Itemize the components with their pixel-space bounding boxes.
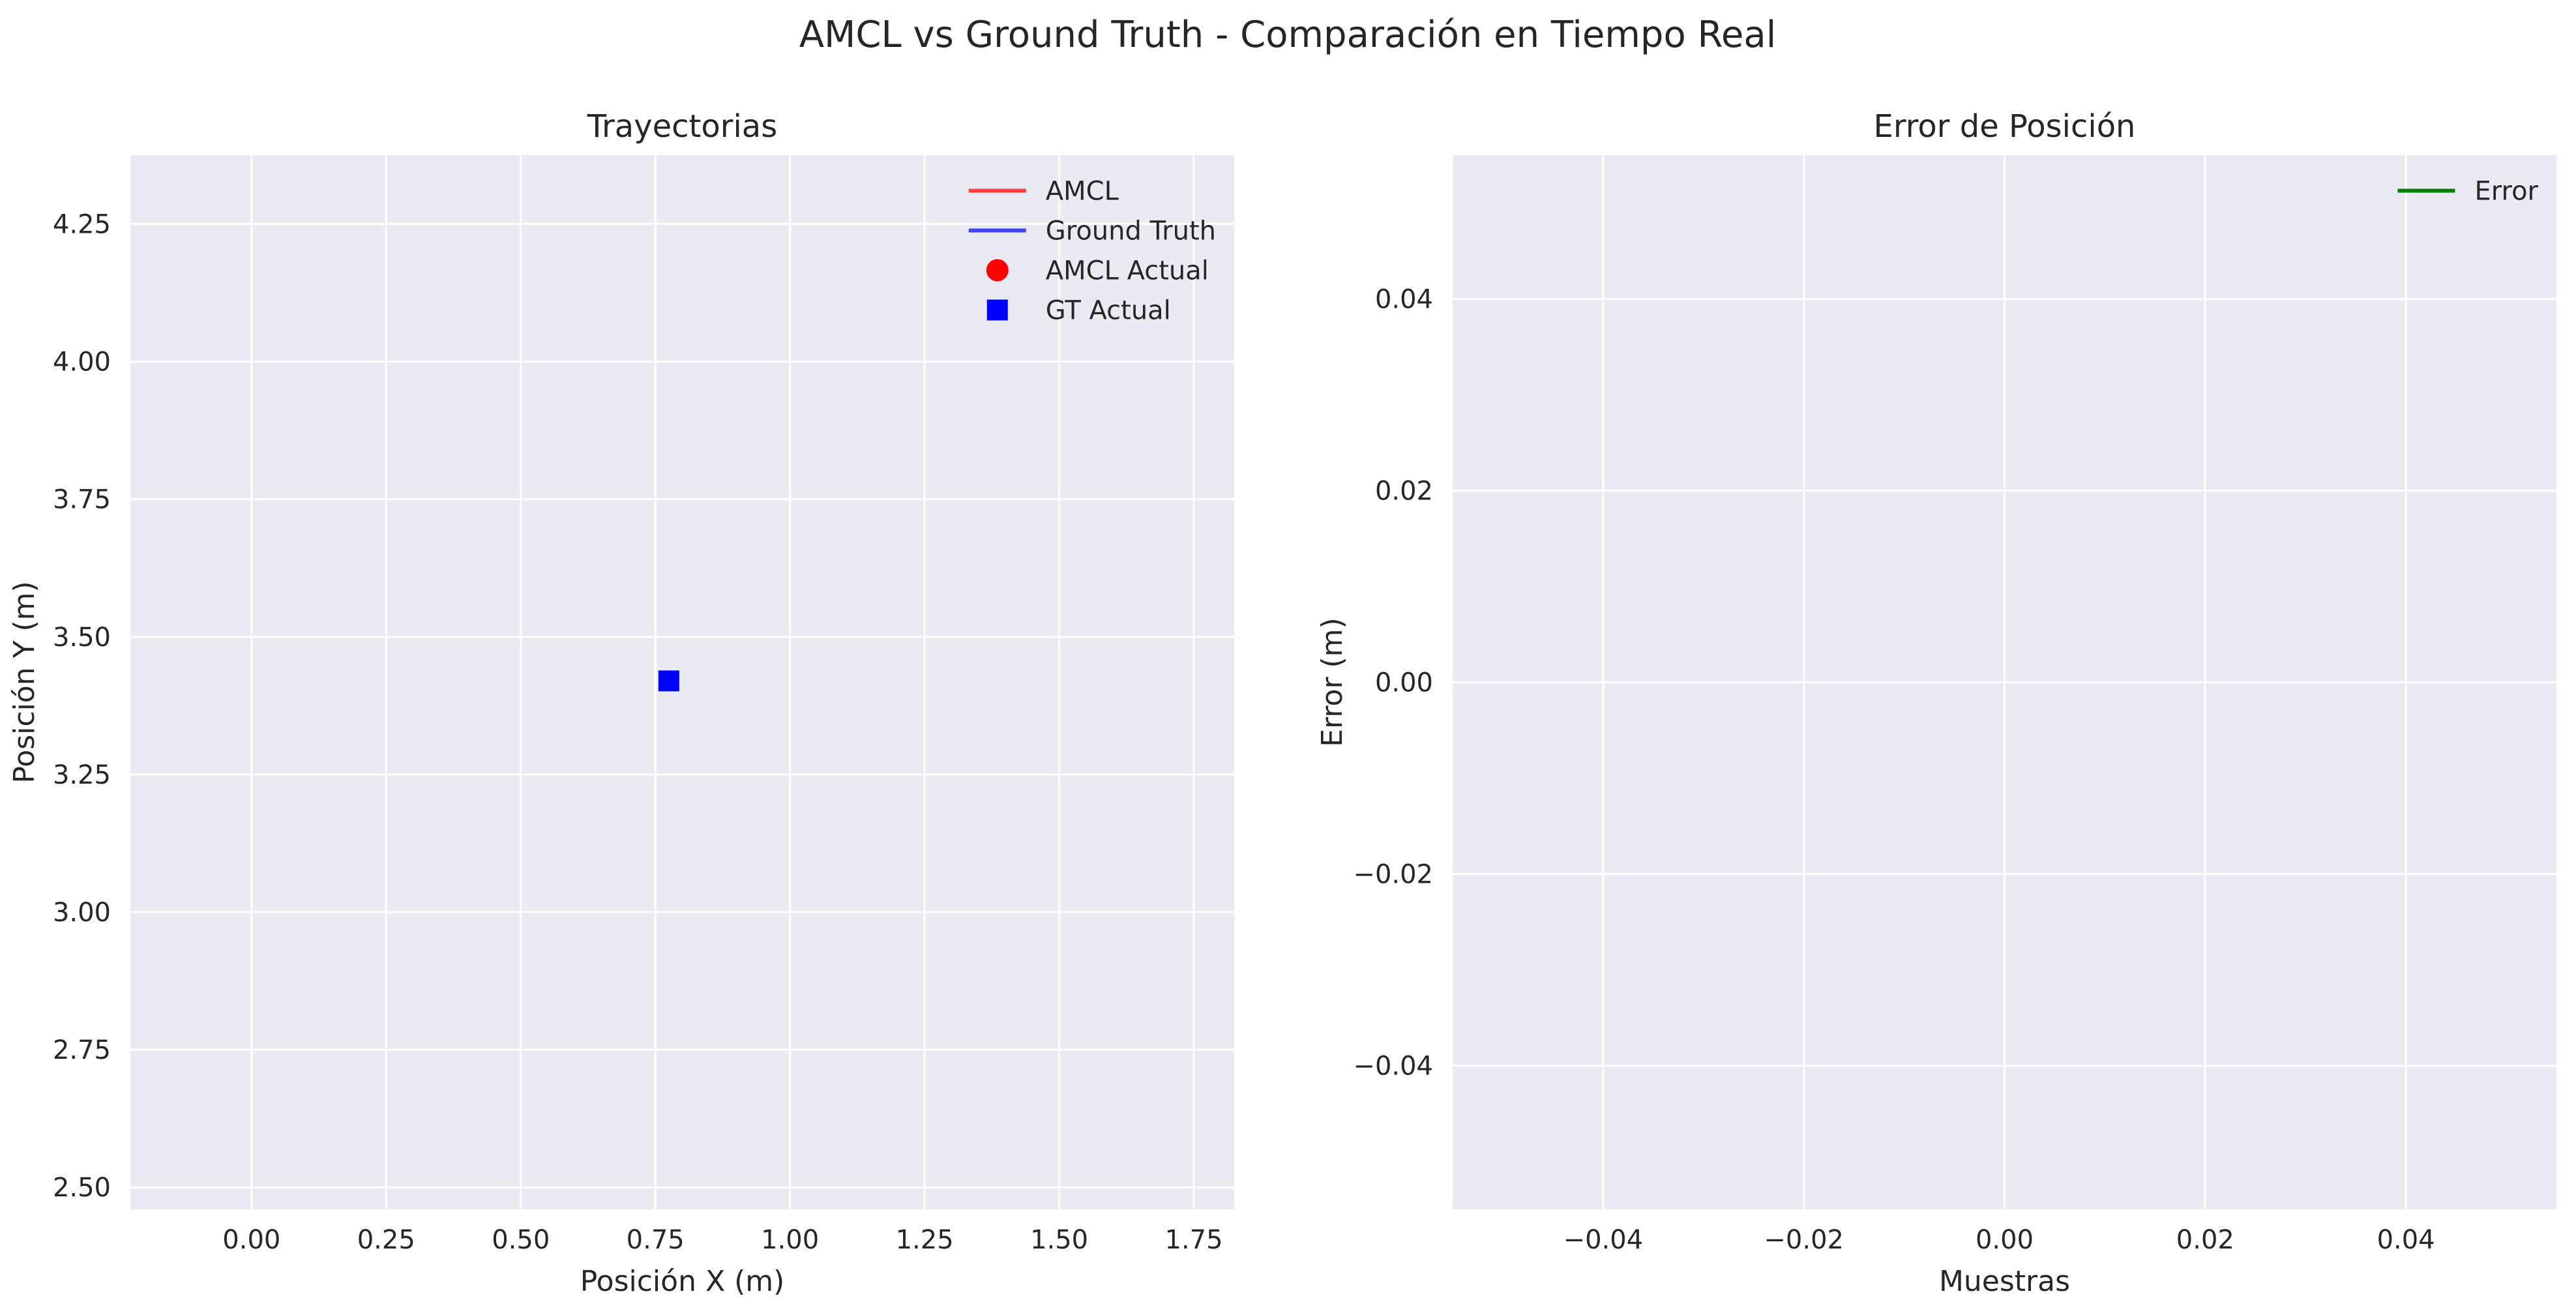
legend-label: GT Actual [1046, 296, 1171, 326]
legend-label: AMCL [1046, 177, 1119, 207]
y-tick-label: 2.75 [53, 1035, 111, 1065]
legend-label: Error [2475, 177, 2539, 207]
legend-label: Ground Truth [1046, 216, 1216, 246]
legend-handle-square [986, 299, 1008, 321]
trajectories-plot: 0.00 0.25 0.50 0.75 1.00 1.25 1.50 1.75 2.50 2.75… [8, 108, 1234, 1298]
x-axis-label: Posición X (m) [580, 1265, 785, 1298]
x-tick-label: 0.00 [1976, 1225, 2034, 1255]
y-tick-label: 3.50 [53, 623, 111, 653]
y-tick-label: 0.02 [1375, 477, 1433, 507]
x-tick-label: −0.04 [1563, 1225, 1644, 1255]
x-tick-label: 0.04 [2377, 1225, 2435, 1255]
y-tick-label: 4.25 [53, 210, 111, 240]
x-tick-label: 0.02 [2176, 1225, 2234, 1255]
y-tick-label: −0.04 [1353, 1052, 1433, 1082]
y-axis-label: Posición Y (m) [8, 581, 41, 783]
y-tick-label: 2.50 [53, 1173, 111, 1203]
plot-area [130, 155, 1234, 1209]
axes-title: Error de Posición [1874, 108, 2136, 145]
x-axis-label: Muestras [1939, 1265, 2070, 1298]
axes-title: Trayectorias [587, 108, 777, 145]
x-tick-label: 1.50 [1030, 1225, 1088, 1255]
error-plot: −0.04 −0.02 0.00 0.02 0.04 −0.04 −0.02 0.00 0.02… [1316, 108, 2556, 1298]
y-tick-label: 3.75 [53, 485, 111, 515]
data-point-square [658, 670, 679, 692]
legend-handle-circle [986, 259, 1009, 282]
figure-suptitle: AMCL vs Ground Truth - Comparación en Ti… [799, 14, 1777, 56]
x-tick-label: 1.00 [761, 1225, 819, 1255]
x-tick-label: 1.75 [1165, 1225, 1223, 1255]
y-axis-label: Error (m) [1316, 617, 1349, 746]
x-tick-label: 0.25 [357, 1225, 415, 1255]
y-tick-label: 0.00 [1375, 668, 1433, 698]
x-tick-label: 0.00 [222, 1225, 280, 1255]
y-tick-label: 0.04 [1375, 285, 1433, 315]
y-tick-label: 4.00 [53, 347, 111, 377]
y-tick-label: 3.00 [53, 898, 111, 928]
x-tick-label: 0.50 [492, 1225, 550, 1255]
x-tick-label: 1.25 [896, 1225, 954, 1255]
y-tick-label: −0.02 [1353, 860, 1433, 890]
x-tick-label: −0.02 [1764, 1225, 1844, 1255]
legend-label: AMCL Actual [1046, 256, 1209, 286]
x-tick-label: 0.75 [627, 1225, 685, 1255]
y-tick-label: 3.25 [53, 760, 111, 790]
